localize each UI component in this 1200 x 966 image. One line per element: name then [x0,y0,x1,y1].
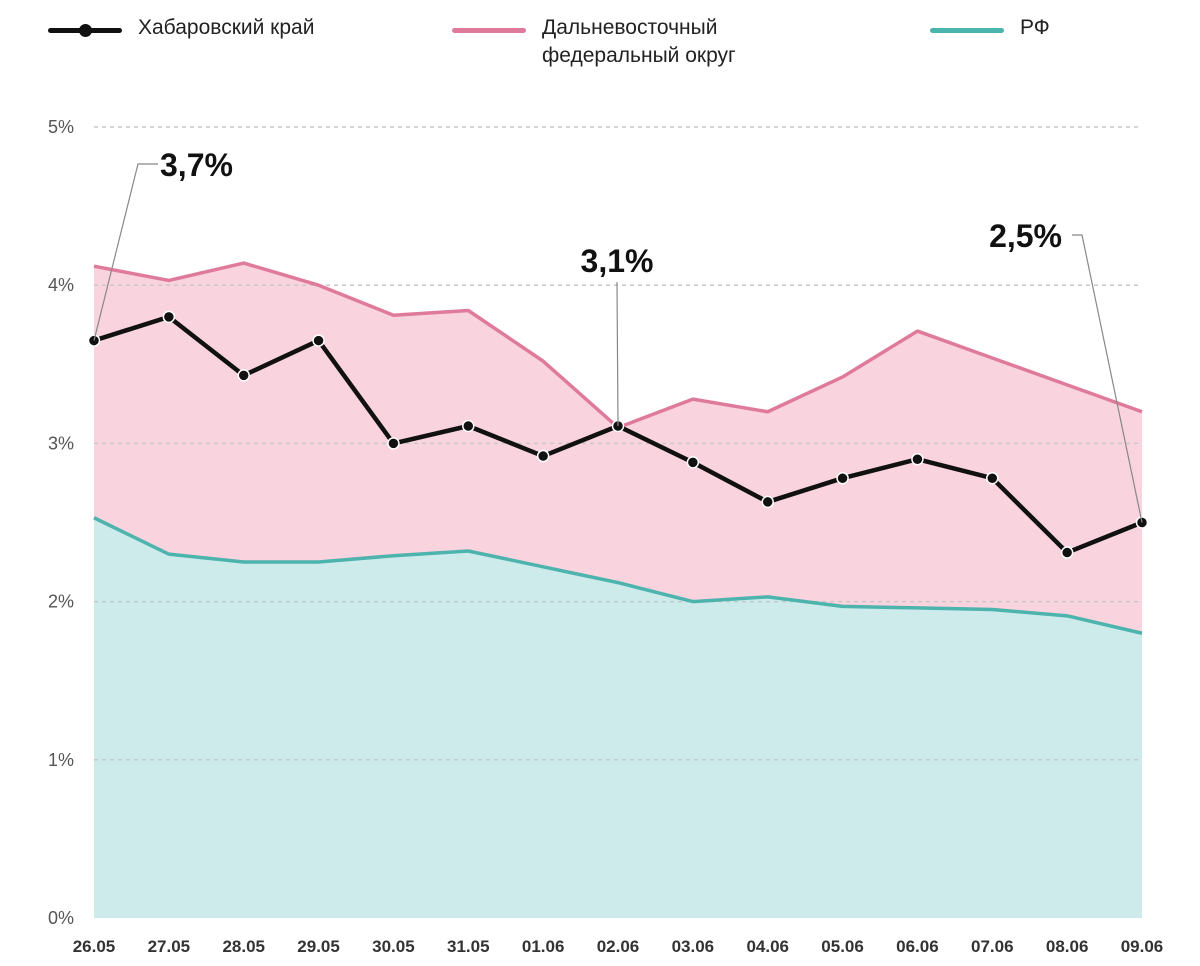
annotation-label: 3,7% [160,147,233,183]
point-khabarovsk [462,419,475,433]
annotation-label: 2,5% [989,218,1062,254]
x-tick-label: 29.05 [297,937,340,956]
annotation-leader [93,163,158,341]
annotation-leader [1072,234,1143,523]
x-tick-label: 01.06 [522,937,565,956]
legend-item-dfo: Дальневосточный федеральный округ [448,14,762,70]
point-khabarovsk [986,471,999,485]
legend-swatch-dfo [448,14,530,46]
x-tick-label: 30.05 [372,937,415,956]
x-tick-label: 28.05 [222,937,265,956]
point-khabarovsk [836,471,849,485]
point-khabarovsk [686,456,700,469]
x-tick-label: 08.06 [1046,937,1089,956]
point-khabarovsk [761,495,774,509]
point-khabarovsk [162,310,176,324]
annotation-label: 3,1% [581,243,654,279]
x-tick-label: 02.06 [597,937,640,956]
point-khabarovsk [312,334,325,347]
y-tick-label: 4% [48,275,74,295]
point-khabarovsk [1060,546,1074,559]
x-tick-label: 05.06 [821,937,864,956]
y-tick-label: 1% [48,750,74,770]
point-khabarovsk [911,452,924,466]
y-tick-label: 3% [48,433,74,453]
legend-item-khabarovsk: Хабаровский край [44,14,358,46]
annotation-leader [616,281,619,427]
legend-item-rf: РФ [926,14,1200,46]
point-khabarovsk [536,449,550,463]
legend-swatch-khabarovsk [44,14,126,46]
area-rf [94,517,1142,918]
legend-swatch-rf [926,14,1008,46]
y-tick-label: 5% [48,117,74,137]
chart-legend: Хабаровский край Дальневосточный федерал… [0,0,1200,90]
x-tick-label: 07.06 [971,937,1014,956]
x-tick-label: 26.05 [73,937,116,956]
point-khabarovsk [237,369,250,382]
legend-label-rf: РФ [1020,16,1050,39]
x-tick-label: 31.05 [447,937,490,956]
x-tick-label: 06.06 [896,937,939,956]
y-tick-label: 0% [48,908,74,928]
legend-label-khabarovsk: Хабаровский край [138,16,315,39]
line-rf [93,516,1143,635]
y-tick-label: 2% [48,592,74,612]
legend-label-dfo: Дальневосточный федеральный округ [542,16,736,67]
x-tick-label: 03.06 [672,937,715,956]
x-tick-label: 04.06 [746,937,789,956]
x-tick-label: 09.06 [1121,937,1164,956]
point-khabarovsk [387,437,400,450]
x-tick-label: 27.05 [148,937,191,956]
